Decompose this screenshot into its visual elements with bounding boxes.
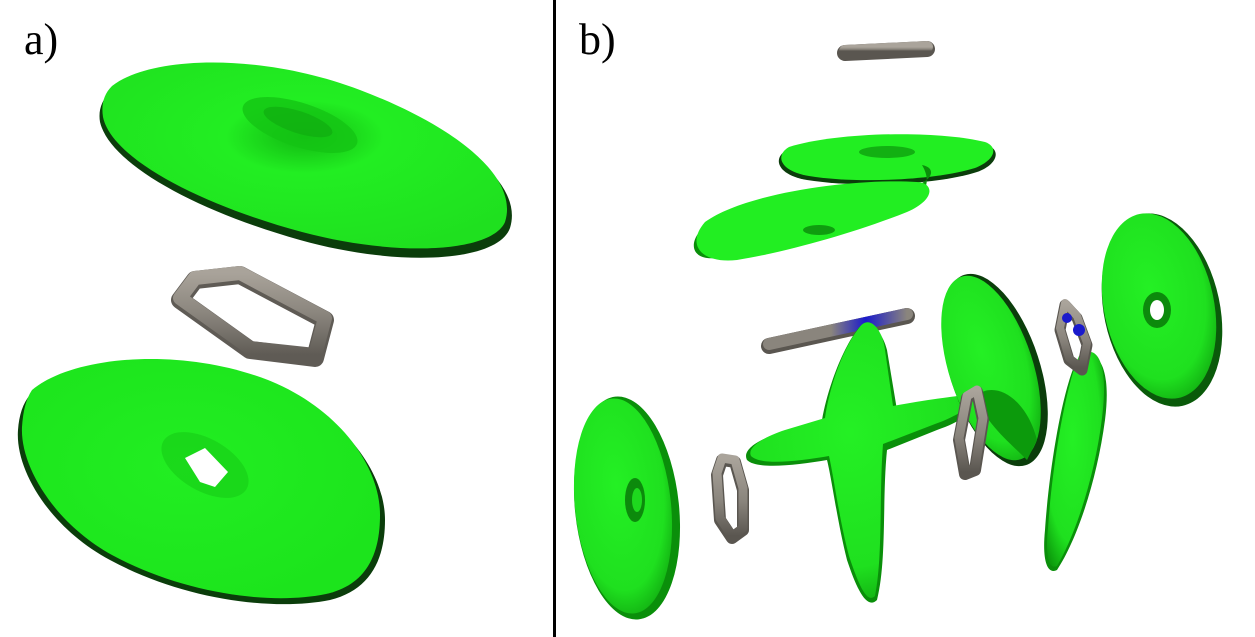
panel-b-label: b): [579, 15, 616, 64]
far-right-ring-isosurface: [1101, 213, 1223, 407]
panel-a: a): [0, 0, 555, 637]
upper-isosurface: [99, 62, 512, 258]
left-benzene-ring: [711, 453, 749, 544]
mid-right-ring-isosurface: [941, 273, 1048, 467]
panel-a-label: a): [24, 15, 59, 64]
panel-b-scene: [573, 41, 1223, 620]
benzene-ring: [171, 266, 334, 367]
panel-b: b): [557, 0, 1255, 637]
upper-stacked-isosurfaces: [693, 134, 996, 261]
central-cross-isosurface: [746, 322, 976, 603]
pyridine-stick: [761, 308, 915, 354]
panel-a-scene: [17, 62, 512, 605]
left-ring-isosurface: [573, 396, 681, 620]
lower-isosurface: [17, 358, 385, 605]
center-right-benzene-ring: [953, 385, 989, 480]
right-thin-ring-isosurface: [1044, 351, 1107, 571]
pyridine-ring-right: [1054, 299, 1093, 376]
top-molecule-stick: [837, 41, 935, 61]
panel-divider: [553, 0, 556, 637]
